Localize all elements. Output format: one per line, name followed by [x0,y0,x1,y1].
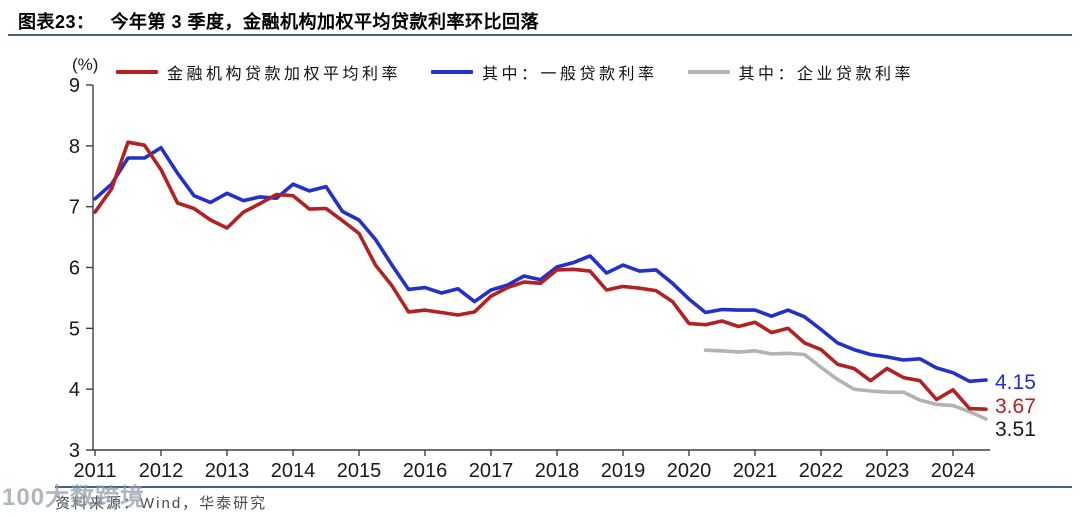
y-tick-label: 9 [69,75,80,97]
x-tick-label: 2024 [931,460,976,482]
legend-label: 金融机构贷款加权平均利率 [167,66,402,83]
chart-axes [92,85,990,451]
y-tick-label: 7 [69,197,80,219]
x-tick-label: 2018 [535,460,580,482]
x-tick-label: 2016 [403,460,448,482]
y-tick-label: 6 [69,258,80,280]
series-corporate-loan-rate [703,348,988,421]
x-tick-label: 2021 [733,460,778,482]
y-tick-label: 3 [69,440,80,462]
x-tick-label: 2013 [205,460,250,482]
title-divider [8,34,1072,36]
legend-label: 其中：企业贷款利率 [738,66,915,83]
series-end-label: 3.51 [995,418,1036,441]
y-tick-label: 8 [69,136,80,158]
watermark: 100大数跨境 [2,484,146,511]
series-general-loan-rate [93,145,988,384]
figure-number-label: 图表23： [18,12,95,32]
legend-label: 其中：一般贷款利率 [482,66,658,83]
legend-item-weighted-avg: 金融机构贷款加权平均利率 [116,60,401,84]
x-tick-label: 2017 [469,460,514,482]
figure-title-text: 今年第 3 季度，金融机构加权平均贷款利率环比回落 [110,12,540,32]
x-tick-label: 2022 [799,460,844,482]
x-tick-label: 2020 [667,460,712,482]
series-weighted-avg-loan-rate [93,140,988,412]
legend-swatch-gray [687,70,730,74]
legend-swatch-blue [431,70,474,74]
legend-item-general-loans: 其中：一般贷款利率 [431,60,658,84]
series-end-label: 4.15 [995,371,1036,394]
legend-item-corporate-loans: 其中：企业贷款利率 [687,60,915,84]
y-tick-label: 5 [69,318,80,340]
x-tick-label: 2014 [271,460,316,482]
x-tick-label: 2019 [601,460,646,482]
figure-title: 图表23： 今年第 3 季度，金融机构加权平均贷款利率环比回落 [18,8,539,34]
x-tick-label: 2012 [139,460,184,482]
legend-swatch-red [116,70,158,74]
x-tick-label: 2023 [865,460,910,482]
footer-divider [55,486,1072,488]
y-tick-label: 4 [69,379,80,401]
x-tick-label: 2015 [337,460,382,482]
series-end-label: 3.67 [995,395,1036,418]
chart-legend: 金融机构贷款加权平均利率 其中：一般贷款利率 其中：企业贷款利率 [116,60,914,84]
y-axis-unit-label: (%) [72,55,99,74]
source-note: 资料来源：Wind，华泰研究 [55,495,268,512]
